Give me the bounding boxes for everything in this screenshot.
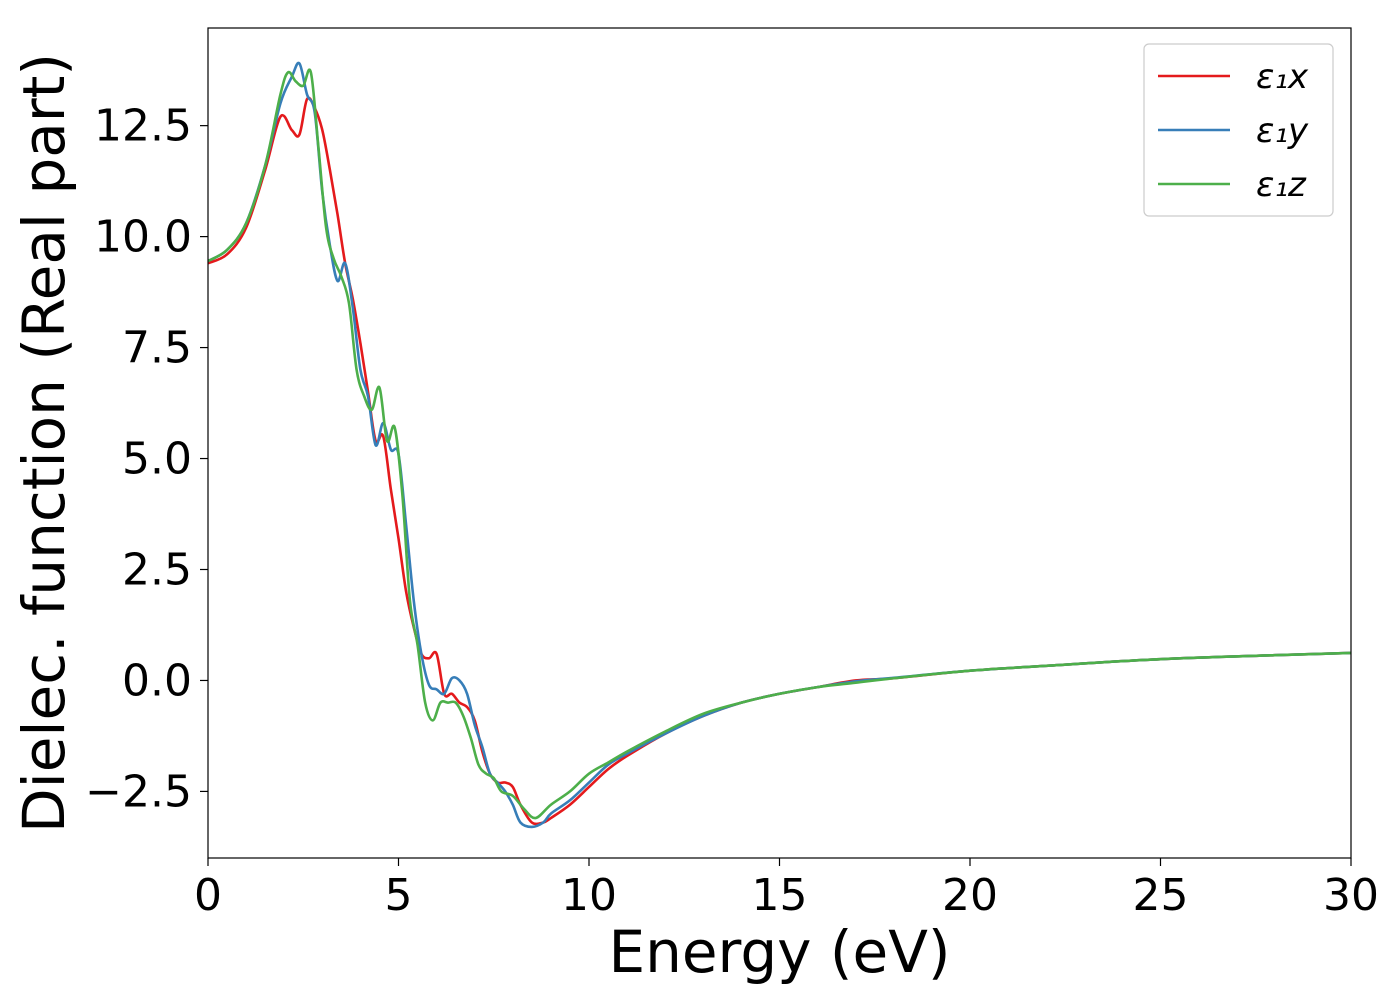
x-tick-label: 20 (942, 870, 998, 921)
legend-label: ε₁x (1256, 57, 1309, 97)
series-line-eps1z (208, 68, 1351, 820)
y-tick-label: 2.5 (122, 544, 192, 595)
x-tick-label: 30 (1323, 870, 1379, 921)
y-tick-label: −2.5 (85, 766, 192, 817)
x-axis-title: Energy (eV) (608, 918, 950, 986)
y-tick-label: 10.0 (94, 212, 192, 263)
x-axis: 0 5 10 15 20 25 30 (194, 858, 1379, 921)
legend-label: ε₁z (1256, 165, 1307, 205)
legend-label: ε₁y (1256, 111, 1309, 151)
legend: ε₁x ε₁y ε₁z (1143, 43, 1334, 217)
x-tick-label: 0 (194, 870, 222, 921)
y-tick-label: 0.0 (122, 655, 192, 706)
x-tick-label: 10 (561, 870, 617, 921)
y-axis-title: Dielec. function (Real part) (10, 53, 78, 833)
x-tick-label: 15 (752, 870, 808, 921)
series-layer (208, 61, 1351, 829)
legend-box (1143, 43, 1334, 217)
x-tick-label: 5 (385, 870, 413, 921)
y-tick-label: 5.0 (122, 434, 192, 485)
y-tick-label: 12.5 (94, 101, 192, 152)
y-axis: −2.5 0.0 2.5 5.0 7.5 10.0 12.5 (85, 101, 208, 817)
x-tick-label: 25 (1133, 870, 1189, 921)
y-tick-label: 7.5 (122, 323, 192, 374)
